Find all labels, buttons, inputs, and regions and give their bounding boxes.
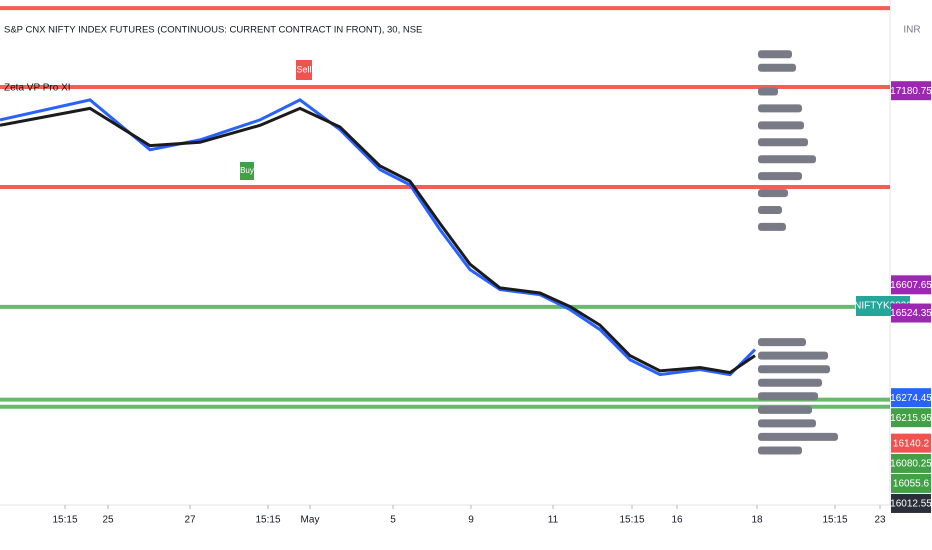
x-tick-label: 5 bbox=[390, 515, 396, 526]
price-tag-label: 16524.35 bbox=[890, 308, 932, 319]
price-tag-label: 16215.95 bbox=[890, 413, 932, 424]
sell-marker bbox=[296, 60, 312, 80]
x-tick-label: 9 bbox=[468, 515, 474, 526]
price-tag-label: 16607.65 bbox=[890, 280, 932, 291]
buy-marker bbox=[240, 162, 254, 180]
profile-bar bbox=[758, 87, 778, 96]
x-tick-label: 23 bbox=[874, 515, 886, 526]
price-tag-label: 16274.45 bbox=[890, 393, 932, 404]
x-tick-label: 27 bbox=[184, 515, 196, 526]
profile-bar bbox=[758, 446, 802, 455]
price-tag bbox=[891, 388, 931, 408]
price-tag bbox=[891, 408, 931, 428]
symbol-tag-label: NIFTYK2022 bbox=[854, 301, 912, 312]
currency: INR bbox=[903, 25, 920, 36]
profile-bar bbox=[758, 405, 812, 414]
profile-bar bbox=[758, 50, 792, 59]
x-tick-label: 11 bbox=[548, 515, 559, 526]
x-tick-label: 15:15 bbox=[52, 515, 77, 526]
price-tag bbox=[891, 493, 931, 513]
price-tag-label: 17180.75 bbox=[890, 86, 932, 97]
profile-bar bbox=[758, 419, 816, 428]
profile-bar bbox=[758, 338, 806, 347]
price-tag-label: 16012.55 bbox=[890, 499, 932, 510]
profile-bar bbox=[758, 172, 802, 181]
price-tag bbox=[891, 303, 931, 323]
profile-bar bbox=[758, 378, 822, 387]
series-line bbox=[0, 98, 757, 377]
price-tag-label: 16080.25 bbox=[890, 459, 932, 470]
x-tick-label: 18 bbox=[751, 515, 763, 526]
price-tag-label: 16055.6 bbox=[893, 479, 930, 490]
price-tag bbox=[891, 473, 931, 493]
sell-label: Sell bbox=[296, 64, 311, 74]
profile-bar bbox=[758, 104, 802, 113]
profile-bar bbox=[758, 63, 796, 72]
profile-bar bbox=[758, 155, 816, 164]
x-tick-label: 15:15 bbox=[822, 515, 847, 526]
chart-title: S&P CNX NIFTY INDEX FUTURES (CONTINUOUS:… bbox=[4, 25, 422, 36]
profile-bar bbox=[758, 432, 838, 441]
profile-bar bbox=[758, 392, 818, 401]
price-tag bbox=[891, 275, 931, 295]
profile-bar bbox=[758, 365, 830, 374]
price-tag bbox=[891, 81, 931, 101]
x-tick-label: 16 bbox=[671, 515, 683, 526]
profile-bar bbox=[758, 189, 788, 198]
profile-bar bbox=[758, 138, 808, 147]
buy-label: Buy bbox=[240, 166, 254, 175]
profile-bar bbox=[758, 351, 828, 360]
x-tick-label: May bbox=[301, 515, 320, 526]
price-tag-label: 16140.2 bbox=[893, 438, 930, 449]
price-tag bbox=[891, 433, 931, 453]
plot bbox=[0, 6, 890, 455]
x-tick-label: 15:15 bbox=[619, 515, 644, 526]
profile-bar bbox=[758, 206, 782, 214]
series-line bbox=[0, 106, 756, 375]
profile-bar bbox=[758, 121, 804, 130]
indicator-name: Zeta VP Pro XI bbox=[4, 83, 71, 94]
profile-bar bbox=[758, 222, 786, 231]
x-tick-label: 25 bbox=[102, 515, 114, 526]
x-tick-label: 15:15 bbox=[255, 515, 280, 526]
price-tag bbox=[891, 453, 931, 473]
